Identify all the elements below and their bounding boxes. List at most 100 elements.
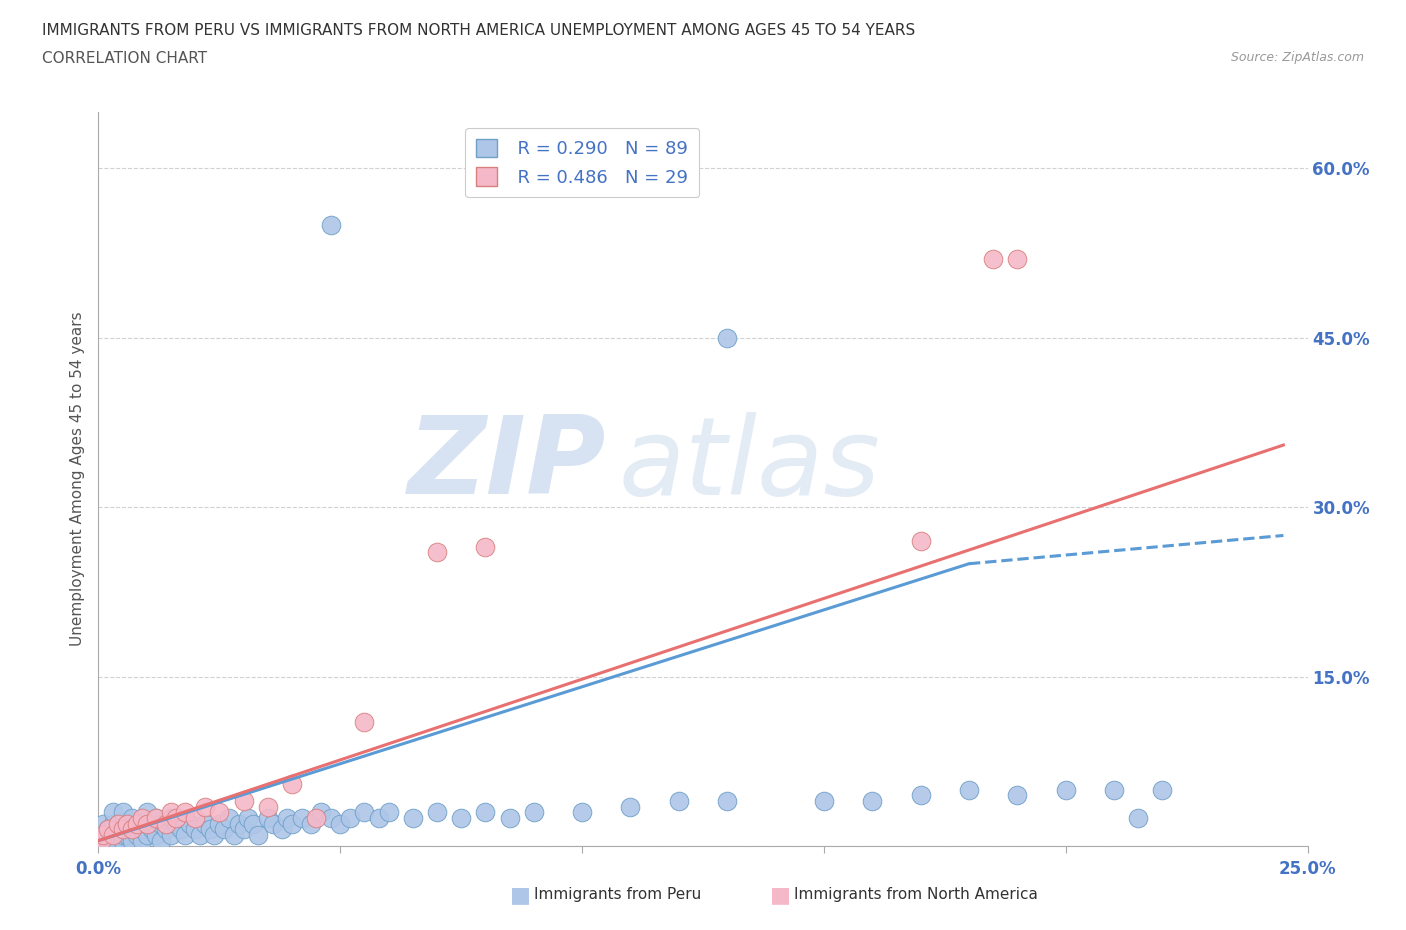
Point: [329, 817, 352, 831]
Point: [208, 805, 231, 820]
Point: [290, 811, 312, 826]
Point: [117, 817, 139, 831]
Y-axis label: Unemployment Among Ages 45 to 54 years: Unemployment Among Ages 45 to 54 years: [69, 312, 84, 646]
Point: [90, 833, 112, 848]
Point: [117, 828, 139, 843]
Point: [305, 811, 328, 826]
Point: [1007, 251, 1029, 266]
Point: [1007, 788, 1029, 803]
Point: [238, 811, 260, 826]
Point: [860, 793, 883, 808]
Point: [204, 828, 226, 843]
Point: [256, 799, 278, 814]
Point: [256, 811, 278, 826]
Point: [910, 534, 932, 549]
Point: [121, 822, 143, 837]
Point: [150, 833, 173, 848]
Point: [450, 811, 472, 826]
Point: [145, 828, 167, 843]
Point: [97, 822, 120, 837]
Point: [184, 811, 207, 826]
Point: [222, 828, 245, 843]
Point: [117, 817, 139, 831]
Point: [107, 817, 129, 831]
Point: [100, 828, 122, 843]
Point: [668, 793, 690, 808]
Point: [127, 817, 149, 831]
Point: [1152, 782, 1174, 797]
Point: [212, 822, 235, 837]
Point: [281, 777, 304, 791]
Text: ■: ■: [510, 884, 530, 905]
Point: [111, 822, 134, 837]
Point: [262, 817, 284, 831]
Point: [94, 828, 117, 843]
Text: Immigrants from North America: Immigrants from North America: [794, 887, 1038, 902]
Point: [377, 805, 399, 820]
Point: [353, 805, 375, 820]
Point: [179, 817, 201, 831]
Point: [498, 811, 520, 826]
Point: [127, 828, 149, 843]
Point: [981, 251, 1004, 266]
Point: [165, 817, 187, 831]
Point: [910, 788, 932, 803]
Text: Immigrants from Peru: Immigrants from Peru: [534, 887, 702, 902]
Point: [169, 822, 191, 837]
Point: [174, 805, 197, 820]
Point: [1054, 782, 1077, 797]
Point: [1102, 782, 1125, 797]
Text: CORRELATION CHART: CORRELATION CHART: [42, 51, 207, 66]
Point: [339, 811, 361, 826]
Point: [194, 817, 217, 831]
Point: [131, 811, 153, 826]
Point: [160, 828, 183, 843]
Point: [135, 805, 157, 820]
Text: Source: ZipAtlas.com: Source: ZipAtlas.com: [1230, 51, 1364, 64]
Point: [813, 793, 835, 808]
Point: [131, 822, 153, 837]
Point: [242, 817, 264, 831]
Point: [299, 817, 322, 831]
Point: [150, 817, 173, 831]
Point: [571, 805, 593, 820]
Point: [97, 833, 120, 848]
Point: [111, 833, 134, 848]
Legend:   R = 0.290   N = 89,   R = 0.486   N = 29: R = 0.290 N = 89, R = 0.486 N = 29: [465, 128, 699, 197]
Point: [716, 330, 738, 345]
Point: [101, 805, 124, 820]
Point: [426, 545, 449, 560]
Point: [145, 811, 167, 826]
Text: ■: ■: [770, 884, 790, 905]
Point: [208, 817, 231, 831]
Point: [121, 811, 143, 826]
Point: [90, 833, 112, 848]
Point: [155, 822, 177, 837]
Point: [135, 817, 157, 831]
Point: [91, 817, 114, 831]
Point: [218, 811, 240, 826]
Text: ZIP: ZIP: [408, 411, 606, 517]
Point: [165, 811, 187, 826]
Point: [160, 811, 183, 826]
Point: [101, 817, 124, 831]
Point: [353, 714, 375, 729]
Point: [111, 805, 134, 820]
Point: [194, 799, 217, 814]
Point: [426, 805, 449, 820]
Point: [232, 793, 254, 808]
Point: [91, 828, 114, 843]
Point: [368, 811, 391, 826]
Point: [135, 828, 157, 843]
Point: [474, 805, 496, 820]
Point: [127, 817, 149, 831]
Point: [107, 828, 129, 843]
Point: [1128, 811, 1150, 826]
Point: [281, 817, 304, 831]
Point: [402, 811, 425, 826]
Point: [319, 811, 342, 826]
Point: [188, 828, 211, 843]
Point: [101, 828, 124, 843]
Point: [247, 828, 270, 843]
Point: [309, 805, 332, 820]
